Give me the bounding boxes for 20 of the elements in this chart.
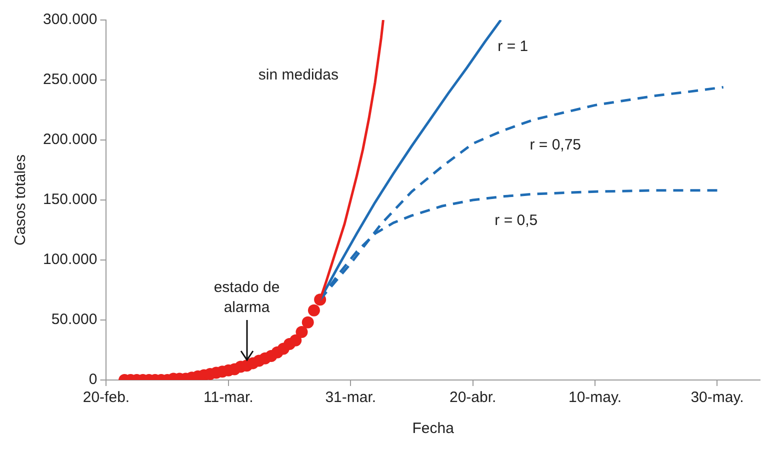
- annotation: sin medidas: [258, 66, 338, 84]
- y-tick-label: 250.000: [42, 71, 98, 88]
- annotation: r = 0,5: [494, 212, 538, 230]
- y-tick-label: 300.000: [42, 11, 98, 28]
- x-tick-label: 20-feb.: [82, 389, 130, 406]
- y-axis-title: Casos totales: [12, 154, 30, 246]
- x-tick-label: 10-may.: [568, 389, 622, 406]
- y-tick-label: 200.000: [42, 131, 98, 148]
- x-axis-title: Fecha: [412, 420, 455, 438]
- annotation: r = 0,75: [530, 136, 582, 154]
- y-tick-label: 0: [88, 371, 98, 388]
- x-tick-label: 31-mar.: [325, 389, 376, 406]
- y-tick-label: 100.000: [42, 251, 98, 268]
- annotation: estado de alarma: [214, 279, 280, 316]
- x-tick-label: 11-mar.: [204, 389, 254, 406]
- y-tick-label: 50.000: [51, 311, 98, 328]
- x-tick-label: 20-abr.: [449, 389, 496, 406]
- y-tick-label: 150.000: [42, 191, 98, 208]
- x-tick-label: 30-may.: [690, 389, 744, 406]
- annotation: r = 1: [498, 38, 528, 55]
